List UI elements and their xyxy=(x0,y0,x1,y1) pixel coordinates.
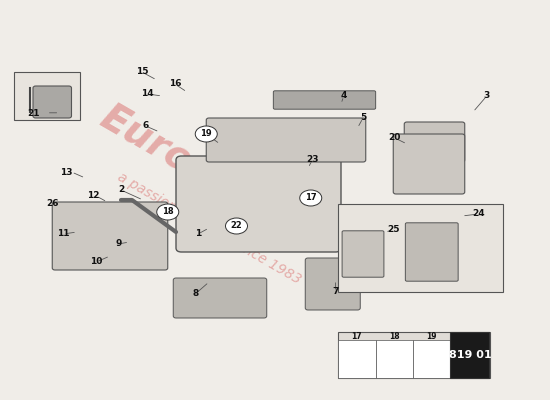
FancyBboxPatch shape xyxy=(273,91,376,109)
Text: 25: 25 xyxy=(387,226,399,234)
FancyBboxPatch shape xyxy=(393,134,465,194)
Text: 12: 12 xyxy=(87,192,100,200)
Text: 1: 1 xyxy=(195,230,201,238)
Circle shape xyxy=(226,218,248,234)
Text: 19: 19 xyxy=(200,130,212,138)
Text: 20: 20 xyxy=(389,134,401,142)
Text: a passion for parts since 1983: a passion for parts since 1983 xyxy=(115,170,303,286)
FancyBboxPatch shape xyxy=(206,118,366,162)
Text: 17: 17 xyxy=(351,332,362,341)
Text: 5: 5 xyxy=(360,114,366,122)
FancyBboxPatch shape xyxy=(404,122,465,162)
Text: 11: 11 xyxy=(57,230,69,238)
FancyBboxPatch shape xyxy=(405,223,458,281)
Text: 16: 16 xyxy=(169,80,181,88)
Bar xyxy=(338,340,376,378)
FancyBboxPatch shape xyxy=(33,86,72,118)
Text: 19: 19 xyxy=(426,332,437,341)
Text: 24: 24 xyxy=(472,210,485,218)
FancyBboxPatch shape xyxy=(52,202,168,270)
Text: 10: 10 xyxy=(90,258,102,266)
Text: 7: 7 xyxy=(332,288,339,296)
Text: 18: 18 xyxy=(389,332,400,341)
Bar xyxy=(338,332,490,378)
Bar xyxy=(338,204,503,292)
FancyBboxPatch shape xyxy=(342,231,384,277)
Text: 14: 14 xyxy=(141,90,153,98)
FancyBboxPatch shape xyxy=(176,156,341,252)
Text: 13: 13 xyxy=(60,168,72,176)
Text: 9: 9 xyxy=(115,240,122,248)
Text: 23: 23 xyxy=(306,156,318,164)
Text: 8: 8 xyxy=(192,290,199,298)
Text: 17: 17 xyxy=(305,194,317,202)
Bar xyxy=(14,72,80,120)
Circle shape xyxy=(195,126,217,142)
FancyBboxPatch shape xyxy=(173,278,267,318)
Text: Eurospares: Eurospares xyxy=(93,98,325,254)
Bar xyxy=(376,340,413,378)
Circle shape xyxy=(157,204,179,220)
Text: 3: 3 xyxy=(483,92,490,100)
Text: 15: 15 xyxy=(136,68,148,76)
Bar xyxy=(450,332,490,378)
Text: 22: 22 xyxy=(230,222,243,230)
Text: 4: 4 xyxy=(340,92,347,100)
Circle shape xyxy=(300,190,322,206)
Text: 21: 21 xyxy=(27,110,39,118)
Bar xyxy=(413,340,450,378)
Text: 6: 6 xyxy=(142,122,149,130)
Text: 2: 2 xyxy=(118,186,124,194)
Text: 819 01: 819 01 xyxy=(449,350,491,360)
Text: 18: 18 xyxy=(162,208,174,216)
FancyBboxPatch shape xyxy=(305,258,360,310)
Text: 26: 26 xyxy=(46,200,58,208)
